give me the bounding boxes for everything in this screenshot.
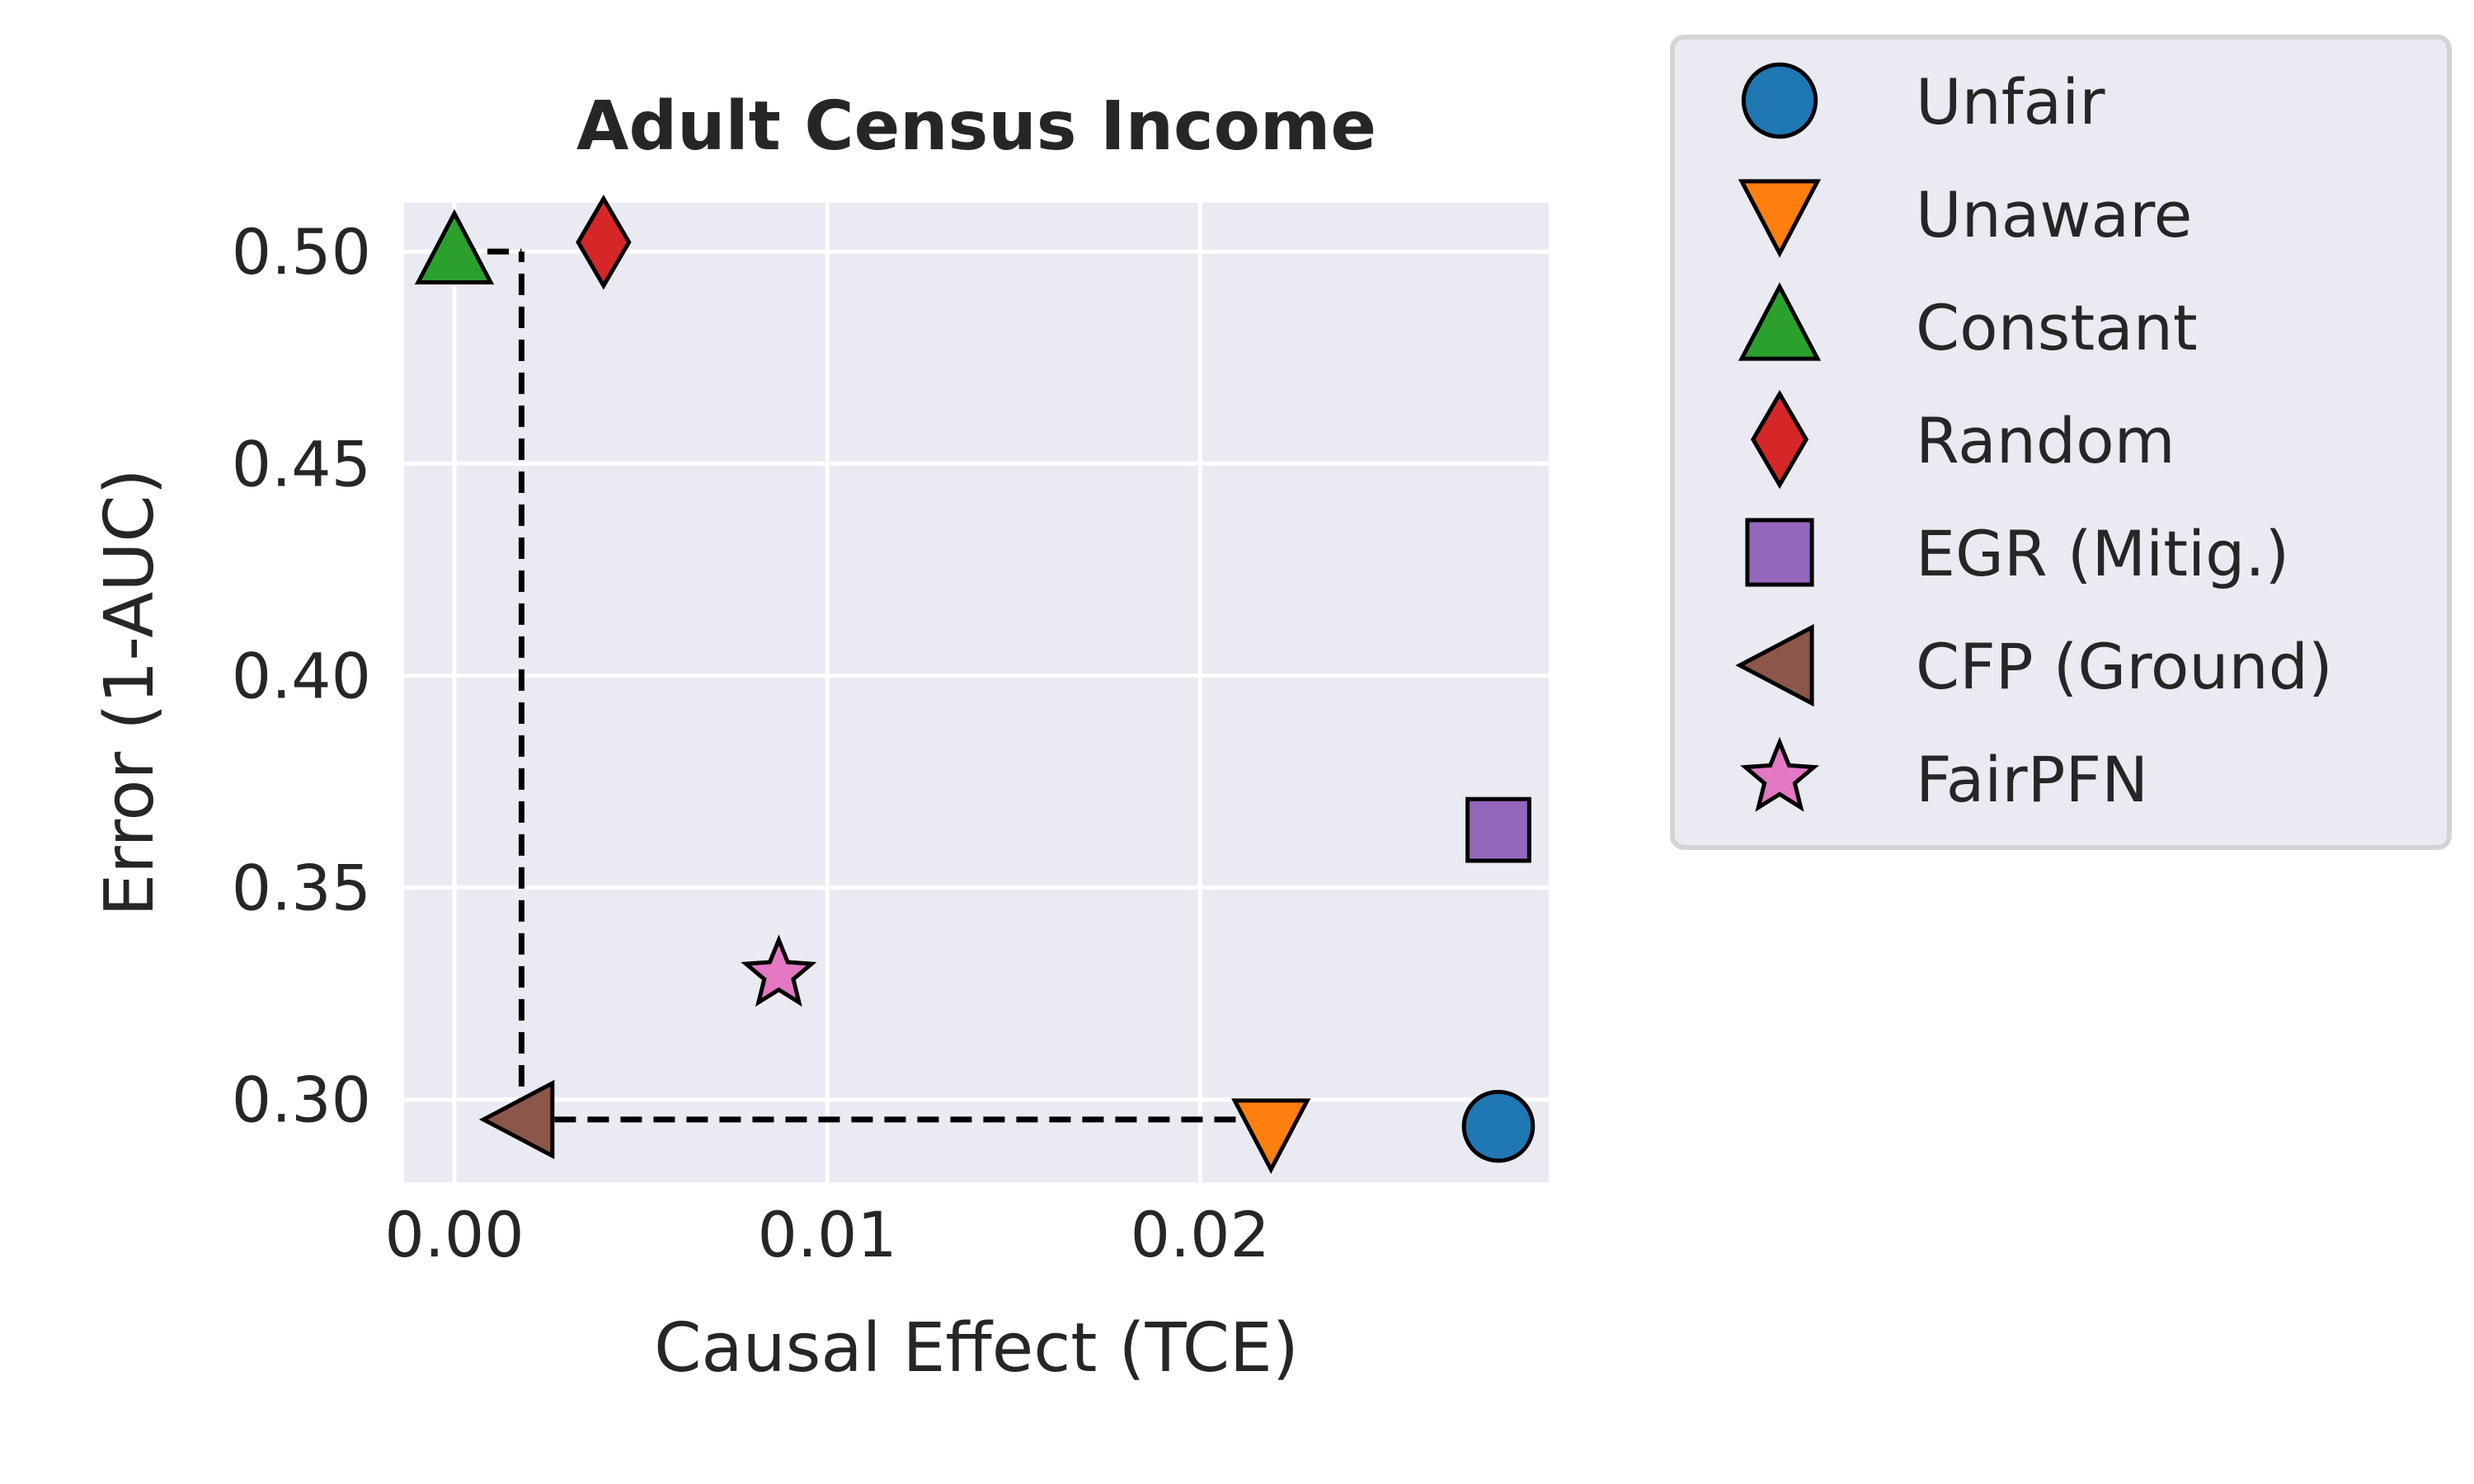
x-axis-label: Causal Effect (TCE) [654, 1309, 1299, 1388]
x-tick-label: 0.01 [758, 1198, 897, 1271]
data-markers [414, 195, 1536, 1174]
legend-entries: Unfair Unaware Constant Random EGR (Mitig.) C… [1735, 62, 2333, 816]
legend-marker-fairpfn [1740, 736, 1819, 812]
legend-marker-constant [1738, 282, 1822, 361]
legend-marker-random [1750, 389, 1809, 490]
y-tick-label: 0.30 [232, 1064, 371, 1137]
marker-random [576, 195, 632, 290]
legend-label-unfair: Unfair [1916, 65, 2105, 139]
legend-label-unaware: Unaware [1916, 178, 2192, 251]
plot-background [404, 203, 1549, 1182]
legend-marker-cfp-ground [1735, 623, 1814, 707]
y-tick-label: 0.35 [232, 852, 371, 925]
marker-cfp-ground [478, 1079, 555, 1160]
marker-fairpfn [741, 934, 817, 1007]
legend-frame [1670, 35, 2452, 850]
grid-lines [404, 203, 1549, 1182]
legend-marker-unaware [1738, 179, 1822, 258]
legend-label-egr-mitig: EGR (Mitig.) [1916, 517, 2289, 590]
chart-title: Adult Census Income [576, 87, 1376, 166]
y-axis-label: Error (1-AUC) [91, 468, 169, 916]
marker-unfair [1461, 1089, 1536, 1163]
legend-label-fairpfn: FairPFN [1916, 743, 2148, 816]
y-tick-label: 0.45 [232, 427, 371, 500]
y-tick-label: 0.50 [232, 215, 371, 289]
legend-label-cfp-ground: CFP (Ground) [1916, 630, 2333, 703]
marker-egr-mitig [1465, 796, 1531, 863]
x-tick-label: 0.00 [384, 1198, 524, 1271]
tick-labels: 0.00 0.01 0.02 0.30 0.35 0.40 0.45 0.50 [232, 215, 1270, 1271]
legend-label-constant: Constant [1916, 291, 2198, 364]
legend-marker-unfair [1741, 62, 1818, 139]
legend: Unfair Unaware Constant Random EGR (Mitig.) C… [1670, 35, 2452, 850]
legend-label-random: Random [1916, 404, 2175, 477]
marker-constant [414, 209, 495, 284]
x-tick-label: 0.02 [1131, 1198, 1270, 1271]
legend-marker-egr-mitig [1745, 518, 1814, 587]
y-tick-label: 0.40 [232, 639, 371, 712]
marker-unaware [1231, 1098, 1311, 1174]
